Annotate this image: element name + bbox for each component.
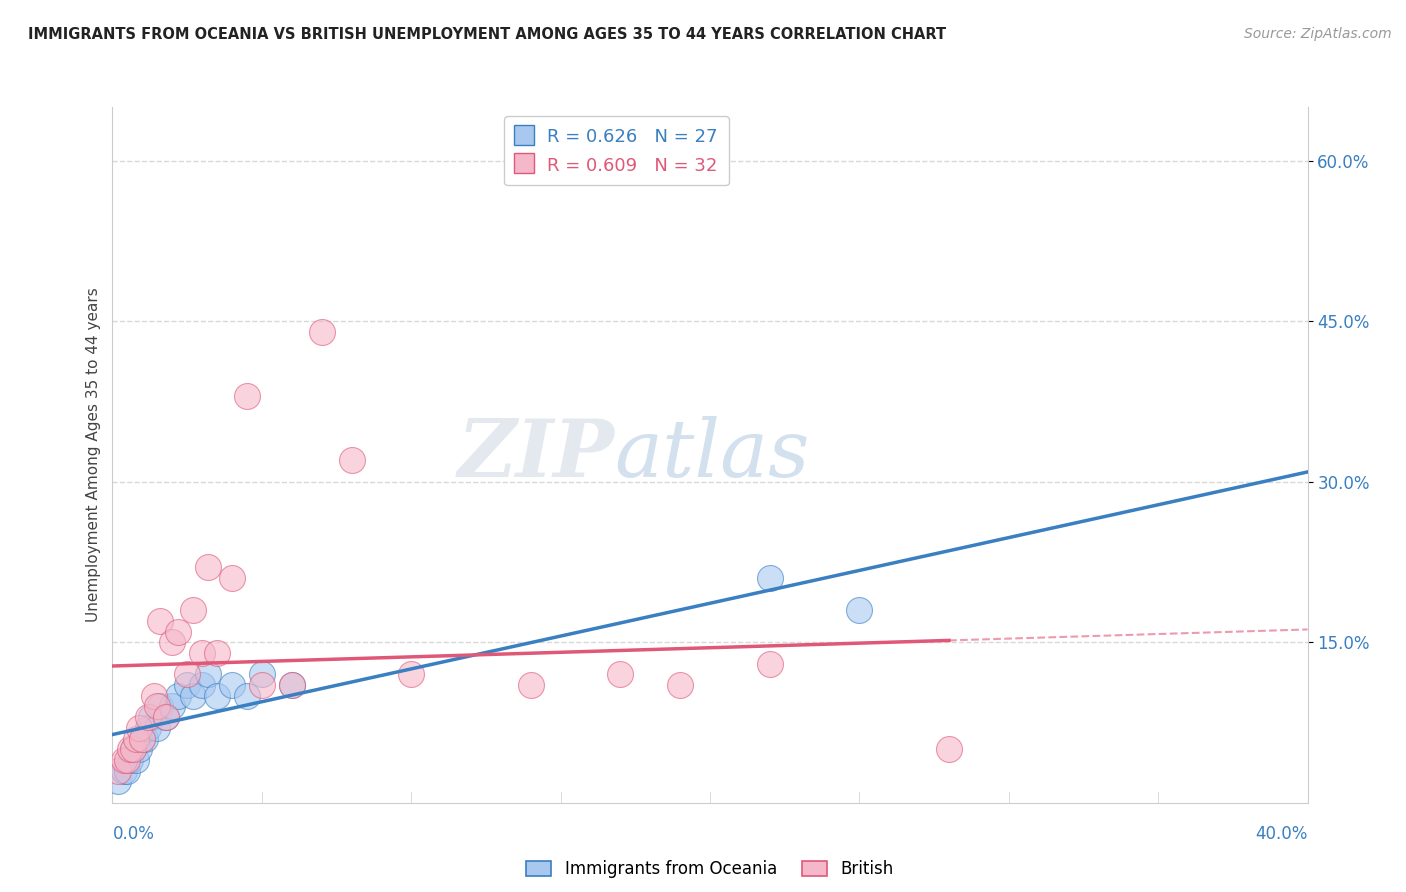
Point [205, 689, 228, 703]
Point [134, 731, 156, 746]
Point [131, 731, 153, 746]
Point [221, 678, 243, 692]
Point [162, 699, 183, 714]
Point [311, 325, 333, 339]
Point [117, 753, 139, 767]
Point [122, 742, 145, 756]
Point [125, 753, 148, 767]
Point [146, 721, 169, 735]
Point [609, 667, 631, 681]
Point [281, 678, 304, 692]
Point [181, 603, 204, 617]
Point [669, 678, 692, 692]
Text: ZIP: ZIP [457, 417, 614, 493]
Point [155, 710, 177, 724]
Point [759, 571, 782, 585]
Text: IMMIGRANTS FROM OCEANIA VS BRITISH UNEMPLOYMENT AMONG AGES 35 TO 44 YEARS CORREL: IMMIGRANTS FROM OCEANIA VS BRITISH UNEMP… [28, 27, 946, 42]
Point [117, 764, 139, 778]
Point [181, 689, 204, 703]
Point [191, 678, 214, 692]
Point [848, 603, 870, 617]
Point [191, 646, 214, 660]
Point [162, 635, 183, 649]
Point [138, 710, 160, 724]
Point [759, 657, 782, 671]
Point [176, 678, 198, 692]
Point [149, 699, 172, 714]
Point [520, 678, 543, 692]
Point [120, 742, 142, 756]
Point [205, 646, 228, 660]
Point [120, 753, 142, 767]
Point [149, 614, 172, 628]
Point [114, 764, 135, 778]
Legend: Immigrants from Oceania, British: Immigrants from Oceania, British [520, 854, 900, 885]
Point [250, 678, 273, 692]
Point [340, 453, 363, 467]
Point [125, 731, 148, 746]
Point [250, 667, 273, 681]
Point [197, 667, 219, 681]
Point [167, 624, 190, 639]
Text: atlas: atlas [614, 417, 810, 493]
Text: Source: ZipAtlas.com: Source: ZipAtlas.com [1244, 27, 1392, 41]
Point [236, 689, 259, 703]
Point [107, 774, 129, 789]
Point [221, 571, 243, 585]
Point [167, 689, 190, 703]
Point [114, 753, 135, 767]
Point [122, 742, 145, 756]
Point [107, 764, 129, 778]
Point [401, 667, 423, 681]
Point [155, 710, 177, 724]
Text: 0.0%: 0.0% [112, 825, 155, 843]
Point [131, 731, 153, 746]
Point [197, 560, 219, 574]
Point [281, 678, 304, 692]
Point [176, 667, 198, 681]
Point [146, 699, 169, 714]
Point [236, 389, 259, 403]
Point [938, 742, 960, 756]
Point [143, 689, 166, 703]
Point [138, 721, 160, 735]
Text: 40.0%: 40.0% [1256, 825, 1308, 843]
Point [128, 742, 150, 756]
Point [128, 721, 150, 735]
Y-axis label: Unemployment Among Ages 35 to 44 years: Unemployment Among Ages 35 to 44 years [86, 287, 101, 623]
Point [141, 710, 163, 724]
